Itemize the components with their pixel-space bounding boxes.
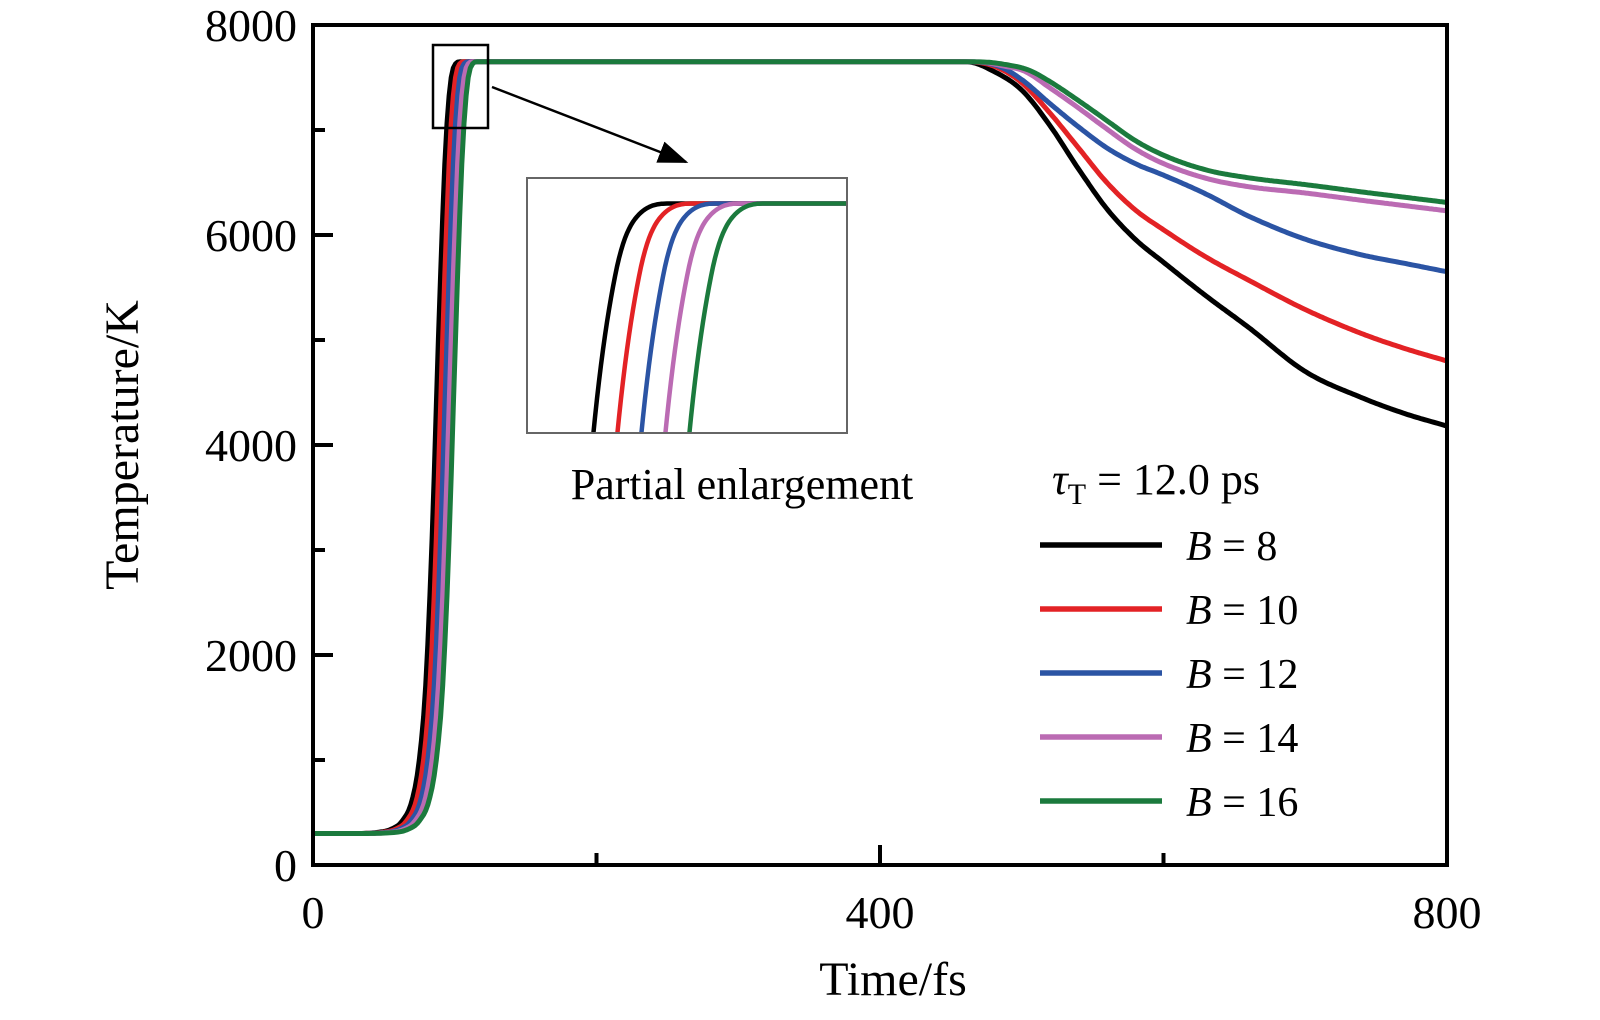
legend-label-b12: B = 12 (1186, 652, 1298, 698)
inset-series-lines (591, 201, 847, 433)
series-lines (313, 59, 1447, 836)
legend-label-b16: B = 16 (1186, 780, 1298, 826)
legend-title: τT = 12.0 ps (1052, 455, 1260, 511)
axis-ticks (311, 23, 1449, 867)
y-tick-label: 0 (274, 840, 297, 891)
y-tick-label: 4000 (205, 420, 297, 471)
legend: τT = 12.0 ps B = 8 B = 10 B = 12 B = 14 B = … (1040, 455, 1298, 826)
legend-item-b14: B = 14 (1040, 716, 1298, 762)
x-tick-label: 800 (1413, 887, 1482, 938)
y-axis-title: Temperature/K (96, 300, 149, 590)
x-axis-title: Time/fs (819, 953, 967, 1006)
inset-box (527, 178, 847, 433)
x-tick-label: 400 (846, 887, 915, 938)
legend-label-b8: B = 8 (1186, 524, 1277, 570)
zoom-arrow (491, 85, 689, 164)
legend-item-b8: B = 8 (1040, 524, 1277, 570)
y-tick-label: 2000 (205, 630, 297, 681)
inset-label: Partial enlargement (571, 460, 914, 509)
legend-item-b10: B = 10 (1040, 588, 1298, 634)
legend-item-b12: B = 12 (1040, 652, 1298, 698)
x-tick-label: 0 (302, 887, 325, 938)
y-tick-label: 6000 (205, 210, 297, 261)
inset-series-line-b16 (687, 201, 847, 433)
zoom-region-box (431, 43, 490, 130)
legend-label-b10: B = 10 (1186, 588, 1298, 634)
legend-item-b16: B = 16 (1040, 780, 1298, 826)
series-line-b16 (313, 59, 1447, 836)
legend-label-b14: B = 14 (1186, 716, 1298, 762)
inset-frame (526, 177, 848, 434)
y-tick-label: 8000 (205, 0, 297, 51)
